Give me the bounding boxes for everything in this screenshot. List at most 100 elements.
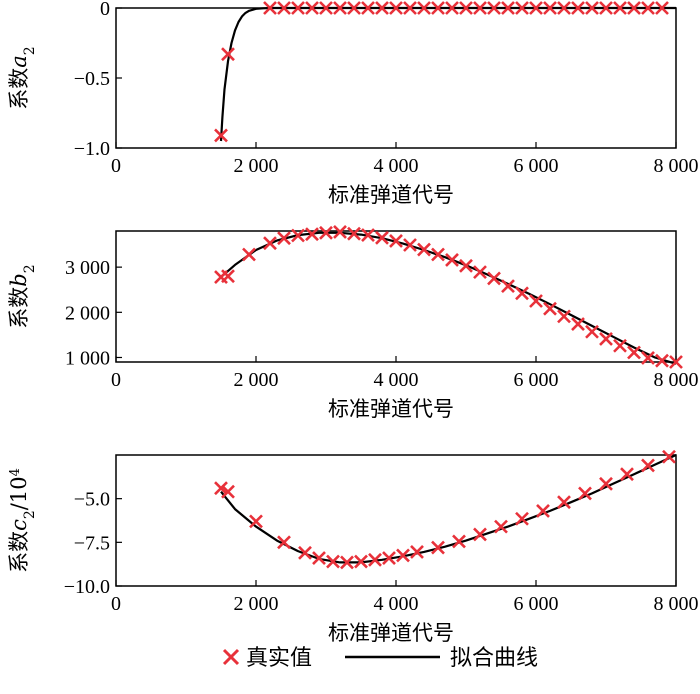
true-value-marker [620, 467, 634, 482]
true-value-marker [354, 554, 368, 569]
true-value-marker [487, 1, 501, 15]
true-value-marker [375, 230, 389, 245]
true-value-marker [305, 1, 319, 15]
x-tick-label: 6 000 [514, 593, 559, 615]
y-tick-label: 3 000 [65, 257, 110, 279]
x-tick-label: 6 000 [514, 155, 559, 177]
true-value-marker [298, 545, 312, 560]
true-value-marker [655, 1, 669, 15]
true-value-marker [305, 227, 319, 242]
true-value-marker [571, 1, 585, 15]
true-value-marker [543, 301, 557, 316]
y-axis-label: 系数c2/104 [7, 468, 38, 573]
true-value-marker [627, 345, 641, 360]
true-value-marker [375, 1, 389, 15]
true-value-marker [214, 481, 228, 496]
x-tick-label: 8 000 [654, 593, 699, 615]
true-value-marker [431, 1, 445, 15]
x-tick-label: 4 000 [374, 593, 419, 615]
fit-curve [219, 6, 676, 142]
true-value-marker [641, 351, 655, 365]
true-value-marker [361, 228, 375, 242]
x-tick-label: 2 000 [234, 155, 279, 177]
chart-panel-3: 0 2 000 4 000 6 000 8 000 −10.0 −7.5 −5.0 标准弹道代号… [7, 449, 699, 645]
true-value-marker [557, 1, 571, 15]
true-value-marker [368, 552, 382, 567]
true-value-marker [473, 527, 487, 542]
true-value-marker [319, 225, 333, 240]
y-tick-label: −0.5 [74, 68, 110, 90]
x-tick-label: 2 000 [234, 593, 279, 615]
true-value-marker [578, 486, 592, 501]
true-value-marker [403, 1, 417, 15]
x-tick-label: 8 000 [654, 155, 699, 177]
true-value-marker [277, 231, 291, 246]
true-value-marker [459, 258, 473, 273]
true-value-marker [396, 548, 410, 563]
true-value-marker [445, 1, 459, 15]
true-value-marker [417, 1, 431, 15]
true-value-marker [312, 551, 326, 565]
true-value-marker [277, 535, 291, 550]
true-value-marker [333, 1, 347, 15]
true-value-marker [529, 1, 543, 15]
y-tick-label: −7.5 [74, 532, 110, 554]
true-value-marker [221, 47, 235, 62]
y-tick-label: −5.0 [74, 489, 110, 511]
true-value-marker [242, 247, 256, 262]
y-tick-label: −10.0 [64, 576, 110, 598]
chart-panel-1: 0 2 000 4 000 6 000 8 000 −1.0 −0.5 0 标准弹道代号 系数a2 [7, 0, 699, 207]
y-axis-label: 系数b2 [7, 264, 38, 328]
x-tick-label: 2 000 [234, 369, 279, 391]
true-value-marker [431, 540, 445, 555]
y-tick-label: 1 000 [65, 347, 110, 369]
true-value-marker [263, 1, 277, 15]
fit-curve [220, 231, 677, 365]
true-value-marker [326, 554, 340, 569]
axes-frame [115, 7, 677, 149]
true-value-marker [214, 128, 228, 143]
x-tick-label: 6 000 [514, 369, 559, 391]
true-value-marker [599, 476, 613, 491]
true-value-marker [403, 238, 417, 252]
fit-curve [220, 453, 677, 564]
true-value-marker [515, 511, 529, 526]
true-value-marker [613, 1, 627, 15]
legend: 真实值 拟合曲线 [222, 646, 538, 671]
true-value-marker [585, 324, 599, 339]
y-tick-label: 2 000 [65, 302, 110, 324]
legend-line-label: 拟合曲线 [450, 646, 538, 671]
y-tick-label: −1.0 [74, 138, 110, 160]
true-value-marker [641, 458, 655, 473]
x-tick-label: 0 [111, 369, 121, 391]
x-axis-label: 标准弹道代号 [328, 183, 454, 207]
true-value-marker [389, 234, 403, 248]
true-value-marker [221, 484, 235, 499]
true-value-marker [585, 1, 599, 15]
true-value-marker [662, 449, 676, 464]
x-tick-label: 4 000 [374, 369, 419, 391]
true-value-marker [536, 503, 550, 518]
true-value-marker [431, 247, 445, 262]
x-tick-label: 8 000 [654, 369, 699, 391]
true-value-marker [291, 228, 305, 243]
true-value-marker [382, 551, 396, 565]
true-value-marker [515, 1, 529, 15]
true-value-marker [543, 1, 557, 15]
true-value-marker [627, 1, 641, 15]
true-value-marker [473, 1, 487, 15]
x-tick-label: 0 [111, 155, 121, 177]
y-tick-label: 0 [100, 0, 110, 20]
true-value-marker [277, 1, 291, 15]
x-axis-label: 标准弹道代号 [328, 621, 454, 645]
y-axis-label: 系数a2 [7, 46, 38, 109]
true-value-marker [291, 1, 305, 15]
true-value-marker [452, 534, 466, 549]
true-value-marker [599, 1, 613, 15]
true-value-marker [571, 317, 585, 331]
true-value-marker [669, 355, 683, 369]
true-value-marker [389, 1, 403, 15]
axes-frame [115, 230, 677, 363]
true-value-marker [417, 242, 431, 257]
